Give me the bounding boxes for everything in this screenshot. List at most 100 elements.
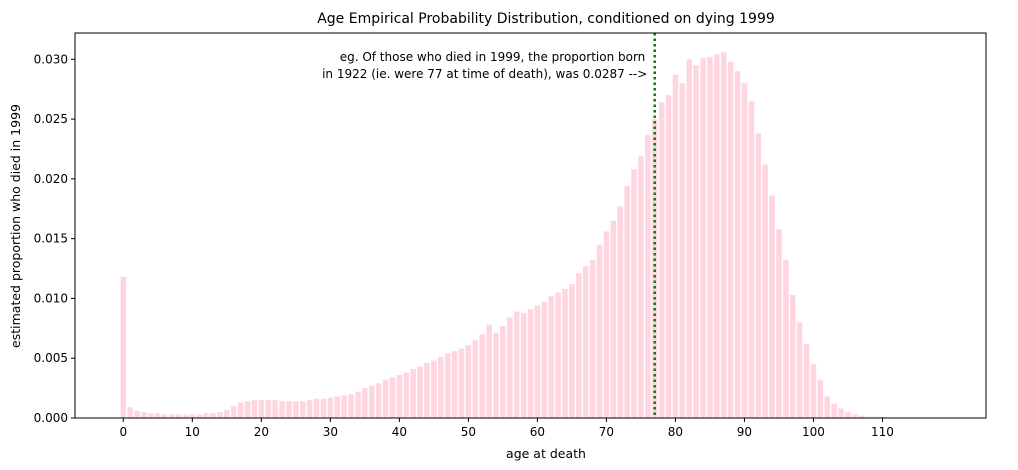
bar-age-6 xyxy=(161,414,168,418)
chart-title: Age Empirical Probability Distribution, … xyxy=(317,11,775,27)
x-tick-label-90: 90 xyxy=(737,425,752,439)
bar-series xyxy=(120,52,886,419)
bar-age-59 xyxy=(527,309,534,418)
bar-age-8 xyxy=(175,414,182,418)
bar-age-48 xyxy=(451,351,458,418)
bar-age-38 xyxy=(382,379,389,418)
y-axis-ticks: 0.000 0.005 0.010 0.015 0.020 0.025 0.030 xyxy=(34,52,75,425)
bar-age-29 xyxy=(320,398,327,418)
bar-age-94 xyxy=(769,195,775,418)
bar-age-62 xyxy=(548,296,554,418)
bar-age-33 xyxy=(348,394,354,418)
annotation-line-1: eg. Of those who died in 1999, the propo… xyxy=(340,50,646,64)
bar-age-74 xyxy=(631,169,637,418)
bar-age-44 xyxy=(424,363,430,418)
bar-age-50 xyxy=(465,345,472,418)
bar-age-39 xyxy=(389,377,396,418)
bar-age-79 xyxy=(665,95,672,419)
bar-age-1 xyxy=(127,407,133,418)
bar-age-91 xyxy=(748,101,755,419)
bar-age-36 xyxy=(369,385,375,418)
bar-age-41 xyxy=(403,372,410,418)
bar-age-25 xyxy=(293,401,299,418)
bar-age-45 xyxy=(431,360,437,418)
bar-age-70 xyxy=(603,231,610,418)
x-tick-label-110: 110 xyxy=(871,425,894,439)
x-tick-label-30: 30 xyxy=(323,425,338,439)
bar-age-14 xyxy=(217,412,223,418)
bar-age-35 xyxy=(362,388,368,418)
y-tick-label-0.020: 0.020 xyxy=(34,172,68,186)
bar-age-66 xyxy=(576,273,582,418)
bar-age-87 xyxy=(720,52,727,418)
bar-age-55 xyxy=(500,325,506,418)
bar-age-106 xyxy=(852,414,858,418)
bar-age-89 xyxy=(734,71,741,418)
bar-age-42 xyxy=(410,368,416,418)
bar-age-37 xyxy=(375,383,382,418)
y-tick-label-0.000: 0.000 xyxy=(34,411,68,425)
bar-age-24 xyxy=(286,401,292,418)
bar-age-26 xyxy=(299,401,306,418)
annotation-line-2: in 1922 (ie. were 77 at time of death), … xyxy=(318,67,647,81)
bar-age-28 xyxy=(313,398,320,418)
bar-age-80 xyxy=(672,74,679,418)
bar-age-7 xyxy=(168,414,175,418)
bar-age-34 xyxy=(355,391,361,418)
bar-age-53 xyxy=(486,324,492,418)
bar-age-64 xyxy=(562,288,568,418)
plot-frame xyxy=(74,32,987,419)
bar-age-81 xyxy=(679,83,686,418)
bar-age-61 xyxy=(541,302,548,418)
x-axis-ticks: 0 10 20 30 40 50 60 70 80 90 100 110 xyxy=(119,418,894,439)
bar-age-58 xyxy=(520,312,527,418)
bar-age-30 xyxy=(327,397,334,418)
x-tick-label-50: 50 xyxy=(461,425,476,439)
bar-age-9 xyxy=(182,414,189,418)
x-tick-label-100: 100 xyxy=(802,425,825,439)
x-tick-label-10: 10 xyxy=(185,425,200,439)
bar-age-83 xyxy=(693,65,699,418)
bar-age-109 xyxy=(872,416,879,418)
bar-age-86 xyxy=(714,54,720,419)
bar-age-90 xyxy=(741,83,748,418)
bar-age-4 xyxy=(148,413,154,418)
bar-age-77 xyxy=(651,119,658,418)
bar-age-76 xyxy=(645,134,651,418)
bar-age-69 xyxy=(596,244,603,418)
bar-age-99 xyxy=(803,343,810,418)
bar-age-5 xyxy=(155,413,161,418)
bar-age-104 xyxy=(838,408,844,418)
x-axis-label: age at death xyxy=(506,446,586,461)
bar-age-51 xyxy=(472,340,479,418)
y-tick-label-0.010: 0.010 xyxy=(34,291,68,305)
bar-age-22 xyxy=(272,400,278,418)
bar-age-46 xyxy=(438,357,444,418)
bar-age-108 xyxy=(865,416,872,418)
bar-age-0 xyxy=(120,276,127,418)
bar-age-56 xyxy=(507,317,513,418)
bar-age-40 xyxy=(396,374,403,418)
bar-age-13 xyxy=(210,413,216,418)
x-tick-label-20: 20 xyxy=(254,425,269,439)
bar-age-11 xyxy=(196,414,202,418)
bar-age-18 xyxy=(244,401,251,418)
x-tick-label-0: 0 xyxy=(119,425,127,439)
bar-age-93 xyxy=(762,164,768,418)
y-tick-label-0.005: 0.005 xyxy=(34,351,68,365)
bar-age-92 xyxy=(755,133,762,418)
bar-age-71 xyxy=(610,220,617,418)
bar-age-75 xyxy=(638,156,644,418)
bar-age-49 xyxy=(458,348,465,418)
bar-age-19 xyxy=(251,400,258,418)
bar-age-97 xyxy=(790,294,796,418)
bar-age-31 xyxy=(334,396,341,418)
x-tick-label-80: 80 xyxy=(668,425,683,439)
bar-age-47 xyxy=(444,353,451,418)
bar-age-95 xyxy=(776,229,782,418)
bar-age-84 xyxy=(700,58,706,419)
bar-age-68 xyxy=(589,260,596,418)
y-tick-label-0.015: 0.015 xyxy=(34,232,68,246)
bar-age-3 xyxy=(141,412,147,418)
